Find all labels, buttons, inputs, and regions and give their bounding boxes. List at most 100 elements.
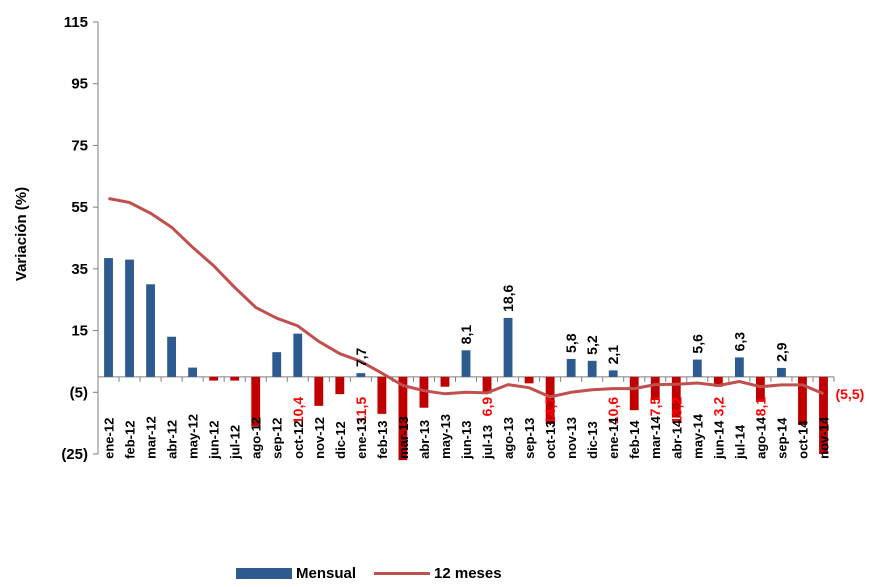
bar (461, 350, 471, 377)
axes (97, 22, 835, 454)
y-axis-label: Variación (%) (13, 187, 30, 281)
x-tick-label: jul-13 (480, 425, 495, 460)
bar (272, 352, 282, 377)
y-tick-label: 95 (71, 76, 88, 93)
x-tick-label: nov-13 (564, 417, 579, 459)
bar (167, 336, 177, 377)
data-label: 18,6 (500, 284, 516, 311)
data-label: 6,9 (479, 397, 495, 417)
bar (777, 367, 786, 377)
legend-item-mensual: Mensual (236, 565, 356, 582)
bar (356, 373, 366, 377)
x-axis-ticks: ene-12 feb-12 mar-12 abr-12 may-12 jun-12 jul-… (102, 413, 832, 460)
x-tick-label: feb-13 (375, 421, 390, 459)
bar (419, 376, 429, 408)
data-label: 2,1 (605, 345, 621, 365)
data-label: 8,1 (458, 325, 474, 345)
y-tick-label: (5) (70, 384, 88, 401)
bar (587, 360, 597, 377)
x-tick-label: jun-13 (459, 421, 474, 460)
x-tick-label: oct-14 (795, 420, 810, 459)
legend-label-mensual: Mensual (296, 565, 357, 582)
x-tick-label: abr-14 (669, 419, 684, 459)
bar (230, 376, 240, 381)
bar (819, 376, 828, 454)
bar (314, 376, 324, 406)
x-tick-label: ago-13 (501, 417, 516, 459)
bar (440, 376, 450, 387)
x-tick-label: sep-12 (270, 418, 285, 459)
bar (209, 376, 219, 381)
x-tick-label: abr-12 (165, 420, 180, 459)
y-tick-label: 75 (71, 137, 88, 154)
y-tick-label: 55 (71, 199, 88, 216)
y-tick-label: 35 (71, 261, 88, 278)
x-tick-label: feb-12 (123, 421, 138, 459)
data-label: 5,2 (584, 335, 600, 355)
data-label: 7,5 (647, 397, 663, 417)
bar (566, 358, 576, 377)
x-tick-label: may-14 (690, 413, 705, 459)
bar (713, 376, 723, 387)
data-label: 5,6 (689, 334, 705, 354)
x-tick-label: ago-12 (249, 417, 264, 459)
data-label: 13,2 (668, 397, 684, 424)
y-tick-label: (25) (61, 446, 88, 463)
x-tick-label: oct-13 (543, 421, 558, 459)
x-tick-label: oct-12 (291, 421, 306, 459)
data-label: 10,4 (290, 397, 306, 424)
legend-item-12-meses: 12 meses (374, 565, 502, 582)
data-label: 2,9 (773, 342, 789, 362)
data-label: 14,7 (542, 397, 558, 424)
data-label: 10,6 (605, 397, 621, 424)
bar (293, 333, 303, 377)
bar (146, 284, 155, 377)
bar (188, 367, 198, 377)
x-tick-label: mar-13 (396, 416, 411, 459)
line-series-12-meses (108, 197, 825, 399)
bar (692, 359, 702, 377)
x-tick-label: sep-14 (774, 417, 789, 459)
data-labels: 7,7 8,1 18,6 5,8 5,2 2,1 5,6 6,3 2,9 10,4 11,5 6,9 1… (290, 284, 865, 424)
data-label: 5,8 (563, 333, 579, 353)
bar (377, 376, 387, 414)
bar (398, 376, 408, 461)
legend-label-12-meses: 12 meses (434, 565, 502, 582)
bar (482, 376, 492, 394)
x-tick-label: ene-12 (102, 418, 117, 459)
x-tick-label: ene-14 (606, 417, 621, 459)
bar (335, 376, 345, 395)
x-tick-label: jul-12 (228, 425, 243, 460)
x-tick-label: ago-14 (753, 416, 768, 459)
bar (503, 317, 513, 377)
line-12-meses (108, 197, 825, 399)
x-tick-label: jun-14 (711, 420, 726, 460)
data-label: 6,3 (731, 332, 747, 352)
data-label: 8,1 (752, 397, 768, 417)
legend-swatch-bar (236, 568, 292, 579)
x-tick-label: jul-14 (732, 424, 747, 460)
x-tick-label: nov-12 (312, 417, 327, 459)
data-label: (5,5) (835, 386, 864, 402)
bar (251, 376, 261, 427)
bar (125, 259, 134, 377)
bar (608, 370, 618, 377)
x-tick-label: nov-14 (816, 416, 831, 459)
x-tick-label: sep-13 (522, 418, 537, 459)
x-tick-label: jun-12 (207, 421, 222, 460)
bar (545, 376, 555, 425)
legend-swatch-line (374, 572, 431, 575)
y-tick-label: 15 (71, 323, 88, 340)
bar-series-mensual (104, 258, 828, 461)
y-axis-ticks: 115 95 75 55 35 15 (5) (25) (61, 14, 98, 463)
bar (524, 376, 534, 384)
legend: Mensual 12 meses (236, 565, 520, 582)
bar (629, 376, 639, 411)
y-tick-label: 115 (64, 14, 88, 31)
x-tick-label: dic-13 (585, 421, 600, 459)
x-tick-label: mar-12 (144, 416, 159, 459)
x-tick-label: mar-14 (648, 415, 663, 458)
data-label: 7,7 (353, 347, 369, 367)
x-tick-label: dic-12 (333, 421, 348, 459)
x-tick-label: abr-13 (417, 420, 432, 459)
